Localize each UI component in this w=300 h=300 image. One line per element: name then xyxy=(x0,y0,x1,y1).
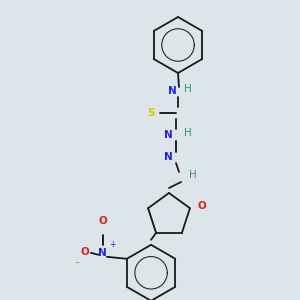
Text: N: N xyxy=(164,152,172,162)
Text: O: O xyxy=(98,216,107,226)
Text: H: H xyxy=(184,128,192,138)
Text: N: N xyxy=(164,130,172,140)
Text: O: O xyxy=(197,201,206,211)
Text: N: N xyxy=(98,248,107,258)
Text: H: H xyxy=(184,84,192,94)
Text: O: O xyxy=(80,247,89,257)
Text: S: S xyxy=(147,108,155,118)
Text: -: - xyxy=(75,258,78,267)
Text: N: N xyxy=(168,86,176,96)
Text: +: + xyxy=(110,240,116,249)
Text: H: H xyxy=(189,170,197,180)
